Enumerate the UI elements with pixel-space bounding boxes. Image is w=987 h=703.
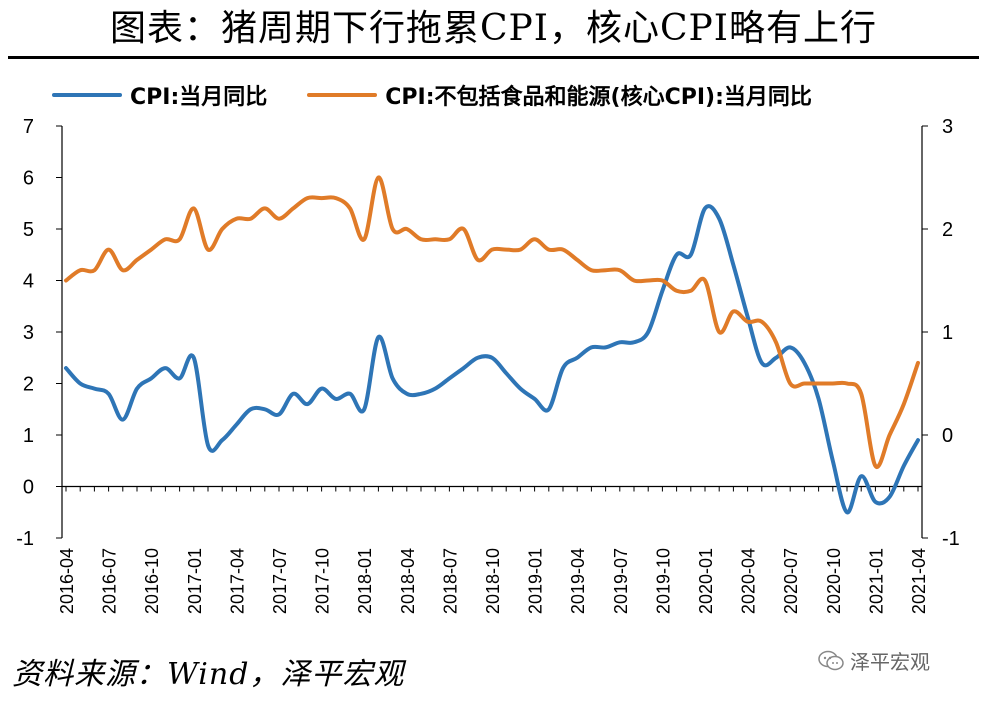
x-tick-label: 2017-01	[185, 548, 205, 614]
x-tick-label: 2019-07	[611, 548, 631, 614]
left-y-tick-label: 5	[23, 219, 34, 241]
source-note: 资料来源：Wind，泽平宏观	[12, 657, 405, 692]
left-y-tick-label: 6	[23, 168, 34, 190]
x-tick-label: 2018-10	[483, 548, 503, 614]
legend-label-core-cpi: CPI:不包括食品和能源(核心CPI):当月同比	[385, 85, 812, 110]
series-line-cpi	[64, 204, 920, 515]
x-tick-label: 2020-10	[824, 548, 844, 614]
left-y-tick-label: 0	[23, 477, 34, 499]
x-tick-label: 2020-07	[781, 548, 801, 614]
left-y-tick-label: 1	[23, 425, 34, 447]
right-y-tick-label: -1	[942, 528, 960, 550]
chat-bubble-icon	[818, 650, 844, 670]
x-tick-label: 2016-10	[142, 548, 162, 614]
legend-label-cpi: CPI:当月同比	[130, 85, 268, 110]
x-tick-label: 2019-10	[653, 548, 673, 614]
x-tick-label: 2019-04	[568, 548, 588, 614]
legend-item-core-cpi: CPI:不包括食品和能源(核心CPI):当月同比	[307, 79, 812, 111]
chart-legend: CPI:当月同比 CPI:不包括食品和能源(核心CPI):当月同比	[52, 78, 952, 112]
right-y-tick-label: 3	[942, 116, 953, 138]
x-tick-label: 2020-01	[696, 548, 716, 614]
line-chart: -1 0 1 2 3 4 5 6 7 -1 0 1 2 3 2016-04 2016-07 2016-10 201…	[16, 116, 960, 614]
legend-swatch-cpi	[52, 93, 122, 97]
x-tick-label: 2021-01	[866, 548, 886, 614]
x-tick-label: 2018-04	[398, 548, 418, 614]
legend-swatch-core-cpi	[307, 93, 378, 97]
title-underline	[8, 56, 979, 59]
x-tick-label: 2017-10	[313, 548, 333, 614]
left-y-tick-label: 7	[23, 116, 34, 138]
x-tick-label: 2018-07	[440, 548, 460, 614]
left-y-tick-label: 4	[23, 271, 34, 293]
x-tick-label: 2018-01	[355, 548, 375, 614]
x-tick-label: 2020-04	[739, 548, 759, 614]
series-line-core-cpi	[64, 175, 920, 469]
left-y-tick-label: -1	[16, 528, 34, 550]
legend-item-cpi: CPI:当月同比	[52, 79, 267, 111]
x-tick-label: 2019-01	[526, 548, 546, 614]
right-y-tick-label: 1	[942, 322, 953, 344]
x-tick-label: 2021-04	[909, 548, 929, 614]
watermark: 泽平宏观	[818, 646, 930, 675]
left-y-tick-label: 3	[23, 322, 34, 344]
x-tick-label: 2016-07	[100, 548, 120, 614]
left-y-tick-label: 2	[23, 374, 34, 396]
right-y-tick-label: 0	[942, 425, 953, 447]
x-tick-label: 2017-07	[270, 548, 290, 614]
right-y-tick-label: 2	[942, 219, 953, 241]
watermark-text: 泽平宏观	[850, 650, 930, 674]
x-tick-label: 2016-04	[57, 548, 77, 614]
x-tick-label: 2017-04	[227, 548, 247, 614]
chart-title: 图表：猪周期下行拖累CPI，核心CPI略有上行	[110, 8, 877, 49]
